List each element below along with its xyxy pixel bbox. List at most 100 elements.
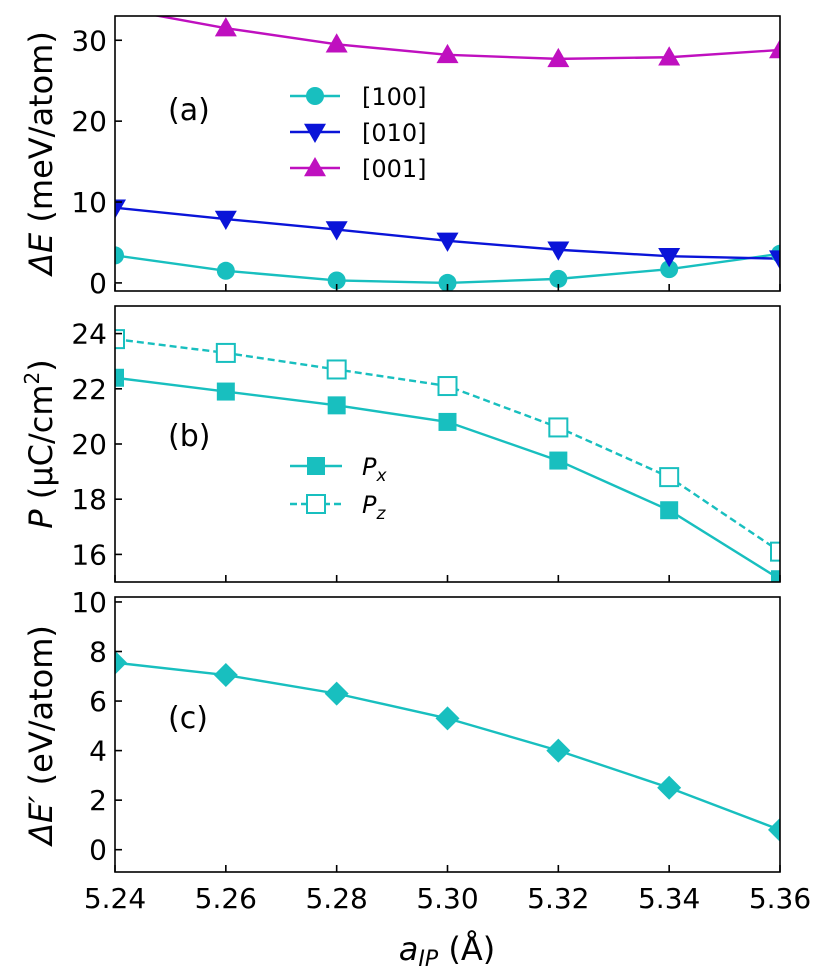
legend-a-marker-1 [304, 123, 326, 143]
xtick-label-0: 5.24 [84, 882, 146, 915]
data-point-b-1-1 [215, 342, 236, 363]
series-line-b-1 [115, 337, 780, 553]
panel-a-ylabel-unit: (meV/atom) [22, 31, 60, 233]
ytick-label-a-1: 10 [71, 186, 107, 219]
panel-c-xticks: 5.24 5.26 5.28 5.30 5.32 5.34 5.36 [84, 865, 811, 915]
legend-b-marker-0 [307, 457, 325, 475]
data-point-a-0-1 [216, 261, 235, 280]
ytick-label-c-1: 2 [89, 784, 107, 817]
panel-b-yticks: 16 18 20 22 24 [71, 318, 122, 571]
panel-b-ylabel-sup: 2 [20, 372, 44, 385]
ytick-label-b-4: 24 [71, 318, 107, 351]
panel-b-legend: Px Pz [290, 453, 387, 524]
panel-c-ylabel: ΔE′ (eV/atom) [22, 625, 60, 848]
data-point-b-0-4 [549, 451, 568, 470]
panel-b-label: (b) [168, 419, 210, 454]
ytick-label-a-0: 0 [89, 267, 107, 300]
panel-b: 16 18 20 22 24 (b) P (μC/cm2) Px Pz [20, 305, 781, 583]
panel-a-ylabel: ΔE (meV/atom) [22, 31, 60, 278]
data-point-b-1-3 [437, 376, 458, 397]
x-axis-label-symbol: a [399, 930, 419, 968]
legend-b-label-1: Pz [362, 491, 386, 524]
data-point-c-0-3 [435, 706, 460, 731]
panel-a-label: (a) [168, 93, 210, 128]
data-point-b-1-4 [548, 417, 569, 438]
x-axis-label-unit: (Å) [438, 930, 495, 968]
data-point-b-1-5 [659, 467, 680, 488]
xtick-label-1: 5.26 [195, 882, 257, 915]
data-point-a-2-3 [436, 43, 459, 64]
data-point-a-1-1 [214, 210, 237, 231]
ytick-label-c-5: 10 [71, 586, 107, 619]
panel-a-ylabel-symbol: ΔE [22, 232, 60, 278]
xtick-label-3: 5.30 [416, 882, 478, 915]
data-point-a-1-6 [769, 250, 780, 270]
data-point-b-1-6 [770, 541, 780, 562]
panel-b-xticks [114, 575, 781, 582]
data-point-b-0-6 [771, 570, 780, 582]
legend-b-label-0: Px [362, 453, 387, 486]
data-point-c-0-6 [768, 817, 780, 842]
data-point-a-2-2 [325, 33, 348, 53]
panel-a-markers [115, 16, 780, 291]
data-point-b-1-2 [326, 359, 347, 380]
data-point-a-1-0 [115, 199, 126, 219]
data-point-a-1-2 [325, 221, 348, 241]
data-point-a-2-4 [547, 47, 570, 68]
data-point-c-0-4 [546, 738, 571, 763]
data-point-a-2-5 [658, 46, 681, 66]
panel-c: 0 2 4 6 8 10 5.24 5.26 5.28 5.30 5.32 5.34 5.36 (c)… [22, 586, 811, 972]
panel-c-frame [114, 596, 781, 873]
legend-a-label-2: [001] [362, 155, 427, 183]
data-point-c-0-0 [115, 650, 127, 675]
ytick-label-b-3: 22 [71, 373, 107, 406]
panel-b-ylabel-close: ) [22, 359, 60, 371]
legend-a-label-0: [100] [362, 83, 427, 111]
panel-b-frame [114, 305, 781, 583]
xtick-label-6: 5.36 [749, 882, 811, 915]
data-point-b-1-0 [115, 329, 125, 350]
data-point-a-0-5 [660, 260, 679, 279]
ytick-label-b-2: 20 [71, 428, 107, 461]
xtick-label-4: 5.32 [527, 882, 589, 915]
data-point-a-2-6 [769, 38, 780, 59]
ytick-label-a-2: 20 [71, 105, 107, 138]
ytick-label-b-1: 18 [71, 483, 107, 516]
legend-a-marker-2 [304, 157, 326, 177]
panel-a-yticks: 0 10 20 30 [71, 24, 122, 300]
panel-c-ylabel-unit: (eV/atom) [22, 625, 60, 795]
x-axis-label: aIP (Å) [399, 930, 495, 972]
panel-b-markers [115, 329, 780, 582]
data-point-c-0-2 [324, 681, 349, 706]
data-point-a-0-0 [115, 246, 124, 265]
panel-c-markers [115, 650, 780, 842]
ytick-label-b-0: 16 [71, 538, 107, 571]
data-point-c-0-5 [657, 775, 682, 800]
panel-a-xticks [114, 284, 781, 291]
ytick-label-c-0: 0 [89, 834, 107, 867]
panel-c-lines [115, 661, 780, 832]
panel-c-label: (c) [168, 701, 208, 736]
ytick-label-c-3: 6 [89, 685, 107, 718]
legend-a-label-1: [010] [362, 119, 427, 147]
data-point-a-0-2 [327, 271, 346, 290]
data-point-a-1-3 [436, 232, 459, 252]
panel-c-ylabel-symbol: ΔE′ [22, 795, 60, 848]
x-axis-label-sub: IP [418, 947, 438, 972]
legend-a-marker-0 [306, 87, 324, 105]
series-line-c-0 [115, 661, 780, 832]
data-point-b-0-5 [660, 501, 679, 520]
panel-a: 0 10 20 30 (a) ΔE (meV/atom) [100] [010] [001… [22, 15, 781, 300]
ytick-label-c-4: 8 [89, 636, 107, 669]
panel-c-yticks: 0 2 4 6 8 10 [71, 586, 122, 867]
series-line-b-0 [115, 376, 780, 581]
xtick-label-2: 5.28 [305, 882, 367, 915]
ytick-label-c-2: 4 [89, 735, 107, 768]
data-point-c-0-1 [213, 663, 238, 688]
legend-b-marker-1 [306, 494, 326, 514]
panel-a-legend: [100] [010] [001] [290, 83, 427, 183]
data-point-a-1-4 [547, 241, 570, 261]
data-point-a-1-5 [658, 247, 681, 268]
ytick-label-a-3: 30 [71, 24, 107, 57]
data-point-b-0-2 [327, 396, 346, 415]
